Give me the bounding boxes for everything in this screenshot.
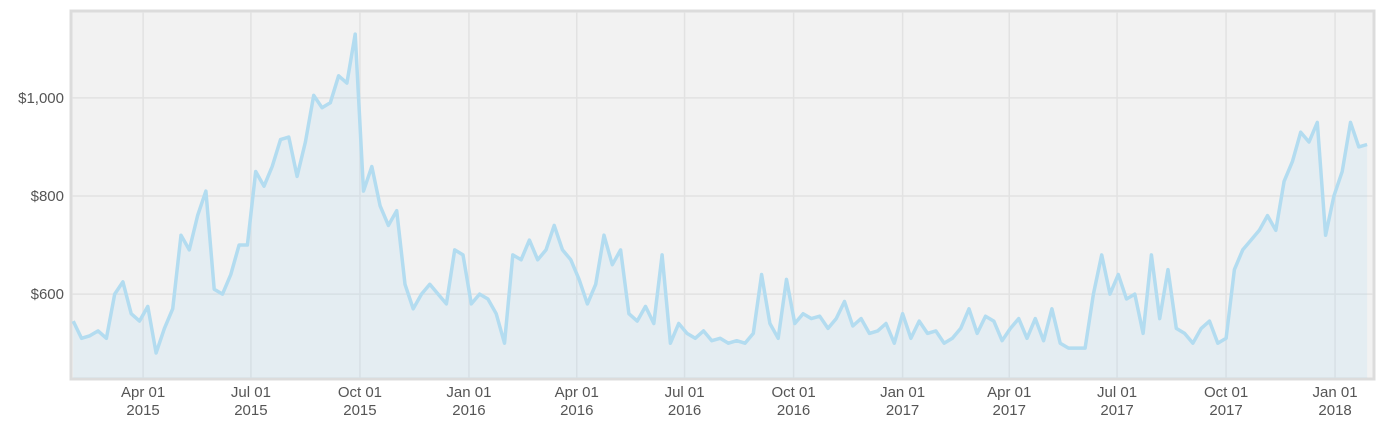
y-tick-label: $600 (31, 286, 64, 303)
line (71, 32, 1368, 355)
x-tick-label: Jul 01 2015 (231, 384, 271, 419)
x-tick-label: Oct 01 2017 (1204, 384, 1248, 419)
x-tick-label: Apr 01 2015 (121, 384, 165, 419)
x-tick-label: Apr 01 2017 (987, 384, 1031, 419)
x-tick-label: Jul 01 2017 (1097, 384, 1137, 419)
x-tick-label: Jan 01 2018 (1313, 384, 1358, 419)
x-tick-label: Oct 01 2016 (771, 384, 815, 419)
area (73, 34, 1368, 378)
x-tick-label: Jan 01 2016 (446, 384, 491, 419)
y-tick-label: $1,000 (18, 90, 64, 107)
x-tick-label: Apr 01 2016 (555, 384, 599, 419)
x-tick-label: Oct 01 2015 (338, 384, 382, 419)
x-tick-label: Jul 01 2016 (665, 384, 705, 419)
x-tick-label: Jan 01 2017 (880, 384, 925, 419)
plot-area (69, 9, 1376, 381)
y-tick-label: $800 (31, 188, 64, 205)
